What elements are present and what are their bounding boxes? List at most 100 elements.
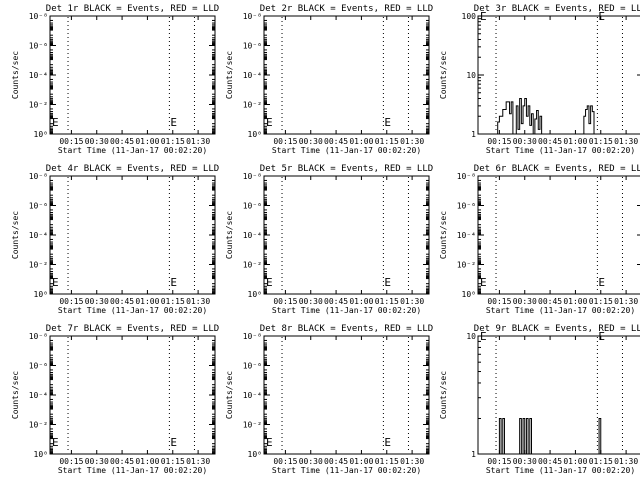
- x-tick-label: 00:45: [110, 297, 134, 306]
- plot-frame: [263, 335, 430, 455]
- x-tick-label: 01:30: [186, 137, 210, 146]
- x-tick-label: 00:30: [85, 137, 109, 146]
- x-tick-label: 01:15: [589, 297, 613, 306]
- x-tick-label: 00:45: [324, 137, 348, 146]
- gap-marker: E: [170, 116, 177, 129]
- y-axis-title: Counts/sec: [225, 211, 234, 259]
- panel-title: Det 3r BLACK = Events, RED = LLD: [474, 4, 640, 14]
- gap-marker: E: [384, 116, 391, 129]
- y-tick-label: 1: [471, 450, 476, 459]
- x-tick-label: 01:30: [400, 297, 424, 306]
- x-tick-label: 01:15: [161, 297, 185, 306]
- y-tick-label: 10⁻⁸: [457, 172, 476, 181]
- y-axis-title: Counts/sec: [11, 51, 20, 99]
- x-tick-label: 01:30: [614, 297, 638, 306]
- panel-title: Det 7r BLACK = Events, RED = LLD: [46, 324, 219, 334]
- x-tick-label: 01:00: [563, 297, 587, 306]
- y-tick-label: 10⁻⁶: [457, 202, 476, 211]
- x-tick-label: 00:45: [324, 297, 348, 306]
- x-tick-label: 01:00: [563, 137, 587, 146]
- y-tick-label: 10⁻⁶: [243, 202, 262, 211]
- gap-marker: E: [480, 276, 487, 289]
- y-tick-label: 10⁻⁸: [243, 332, 262, 341]
- panel-title: Det 9r BLACK = Events, RED = LLD: [474, 324, 640, 334]
- panel-title: Det 5r BLACK = Events, RED = LLD: [260, 164, 433, 174]
- x-axis-title: Start Time (11-Jan-17 00:02:20): [272, 306, 421, 315]
- events-series: [497, 417, 602, 455]
- gap-marker: E: [598, 330, 605, 343]
- y-tick-label: 10⁻⁴: [29, 231, 48, 240]
- x-tick-label: 01:00: [349, 137, 373, 146]
- x-tick-label: 00:45: [538, 137, 562, 146]
- y-tick-label: 10⁻⁸: [29, 12, 48, 21]
- plot-frame: [49, 175, 216, 295]
- x-tick-label: 01:15: [375, 297, 399, 306]
- y-axis-title: Counts/sec: [225, 51, 234, 99]
- x-tick-label: 00:15: [59, 297, 83, 306]
- gap-marker: E: [52, 436, 59, 449]
- y-axis-title: Counts/sec: [439, 211, 448, 259]
- x-tick-label: 01:00: [135, 137, 159, 146]
- y-tick-label: 10⁻⁴: [243, 71, 262, 80]
- gap-marker: E: [598, 276, 605, 289]
- x-tick-label: 00:30: [513, 137, 537, 146]
- x-tick-label: 01:00: [135, 457, 159, 466]
- y-tick-label: 10⁰: [34, 290, 48, 299]
- panel-title: Det 8r BLACK = Events, RED = LLD: [260, 324, 433, 334]
- x-tick-label: 01:15: [161, 137, 185, 146]
- x-tick-label: 00:30: [513, 457, 537, 466]
- x-tick-label: 00:15: [273, 457, 297, 466]
- x-tick-label: 00:45: [538, 457, 562, 466]
- x-tick-label: 01:15: [589, 137, 613, 146]
- panel-title: Det 4r BLACK = Events, RED = LLD: [46, 164, 219, 174]
- y-tick-label: 10⁻⁸: [29, 172, 48, 181]
- x-tick-label: 01:15: [589, 457, 613, 466]
- y-tick-label: 10: [466, 71, 476, 80]
- x-axis-title: Start Time (11-Jan-17 00:02:20): [272, 466, 421, 475]
- x-tick-label: 00:30: [85, 457, 109, 466]
- y-tick-label: 10⁻⁸: [243, 12, 262, 21]
- x-axis-title: Start Time (11-Jan-17 00:02:20): [272, 146, 421, 155]
- x-tick-label: 01:30: [186, 297, 210, 306]
- x-tick-label: 00:30: [85, 297, 109, 306]
- panel-title: Det 1r BLACK = Events, RED = LLD: [46, 4, 219, 14]
- y-tick-label: 100: [462, 12, 477, 21]
- y-tick-label: 10⁻⁸: [243, 172, 262, 181]
- plot-frame: [477, 175, 640, 295]
- y-axis-title: Counts/sec: [439, 51, 448, 99]
- x-tick-label: 00:15: [273, 137, 297, 146]
- y-tick-label: 10⁻²: [29, 261, 48, 270]
- panel-det-3r: Det 3r BLACK = Events, RED = LLDEE00:150…: [439, 4, 640, 155]
- y-tick-label: 10⁻²: [29, 421, 48, 430]
- y-axis-title: Counts/sec: [11, 371, 20, 419]
- x-axis-title: Start Time (11-Jan-17 00:02:20): [486, 146, 635, 155]
- y-tick-label: 10⁻⁴: [29, 71, 48, 80]
- gap-marker: E: [384, 276, 391, 289]
- x-tick-label: 01:30: [614, 457, 638, 466]
- x-tick-label: 00:45: [110, 137, 134, 146]
- y-tick-label: 10⁻⁶: [243, 362, 262, 371]
- x-tick-label: 01:00: [349, 457, 373, 466]
- gap-marker: E: [266, 276, 273, 289]
- x-tick-label: 01:30: [186, 457, 210, 466]
- x-tick-label: 01:00: [563, 457, 587, 466]
- y-tick-label: 10⁻²: [243, 101, 262, 110]
- gap-marker: E: [384, 436, 391, 449]
- y-tick-label: 10⁻²: [243, 421, 262, 430]
- y-axis-title: Counts/sec: [11, 211, 20, 259]
- y-tick-label: 10⁻⁴: [243, 391, 262, 400]
- plot-frame: [263, 175, 430, 295]
- y-tick-label: 10⁻⁸: [29, 332, 48, 341]
- x-tick-label: 01:15: [375, 457, 399, 466]
- y-tick-label: 10⁰: [248, 290, 262, 299]
- x-axis-title: Start Time (11-Jan-17 00:02:20): [58, 146, 207, 155]
- x-tick-label: 01:00: [349, 297, 373, 306]
- x-tick-label: 01:30: [614, 137, 638, 146]
- gap-marker: E: [266, 436, 273, 449]
